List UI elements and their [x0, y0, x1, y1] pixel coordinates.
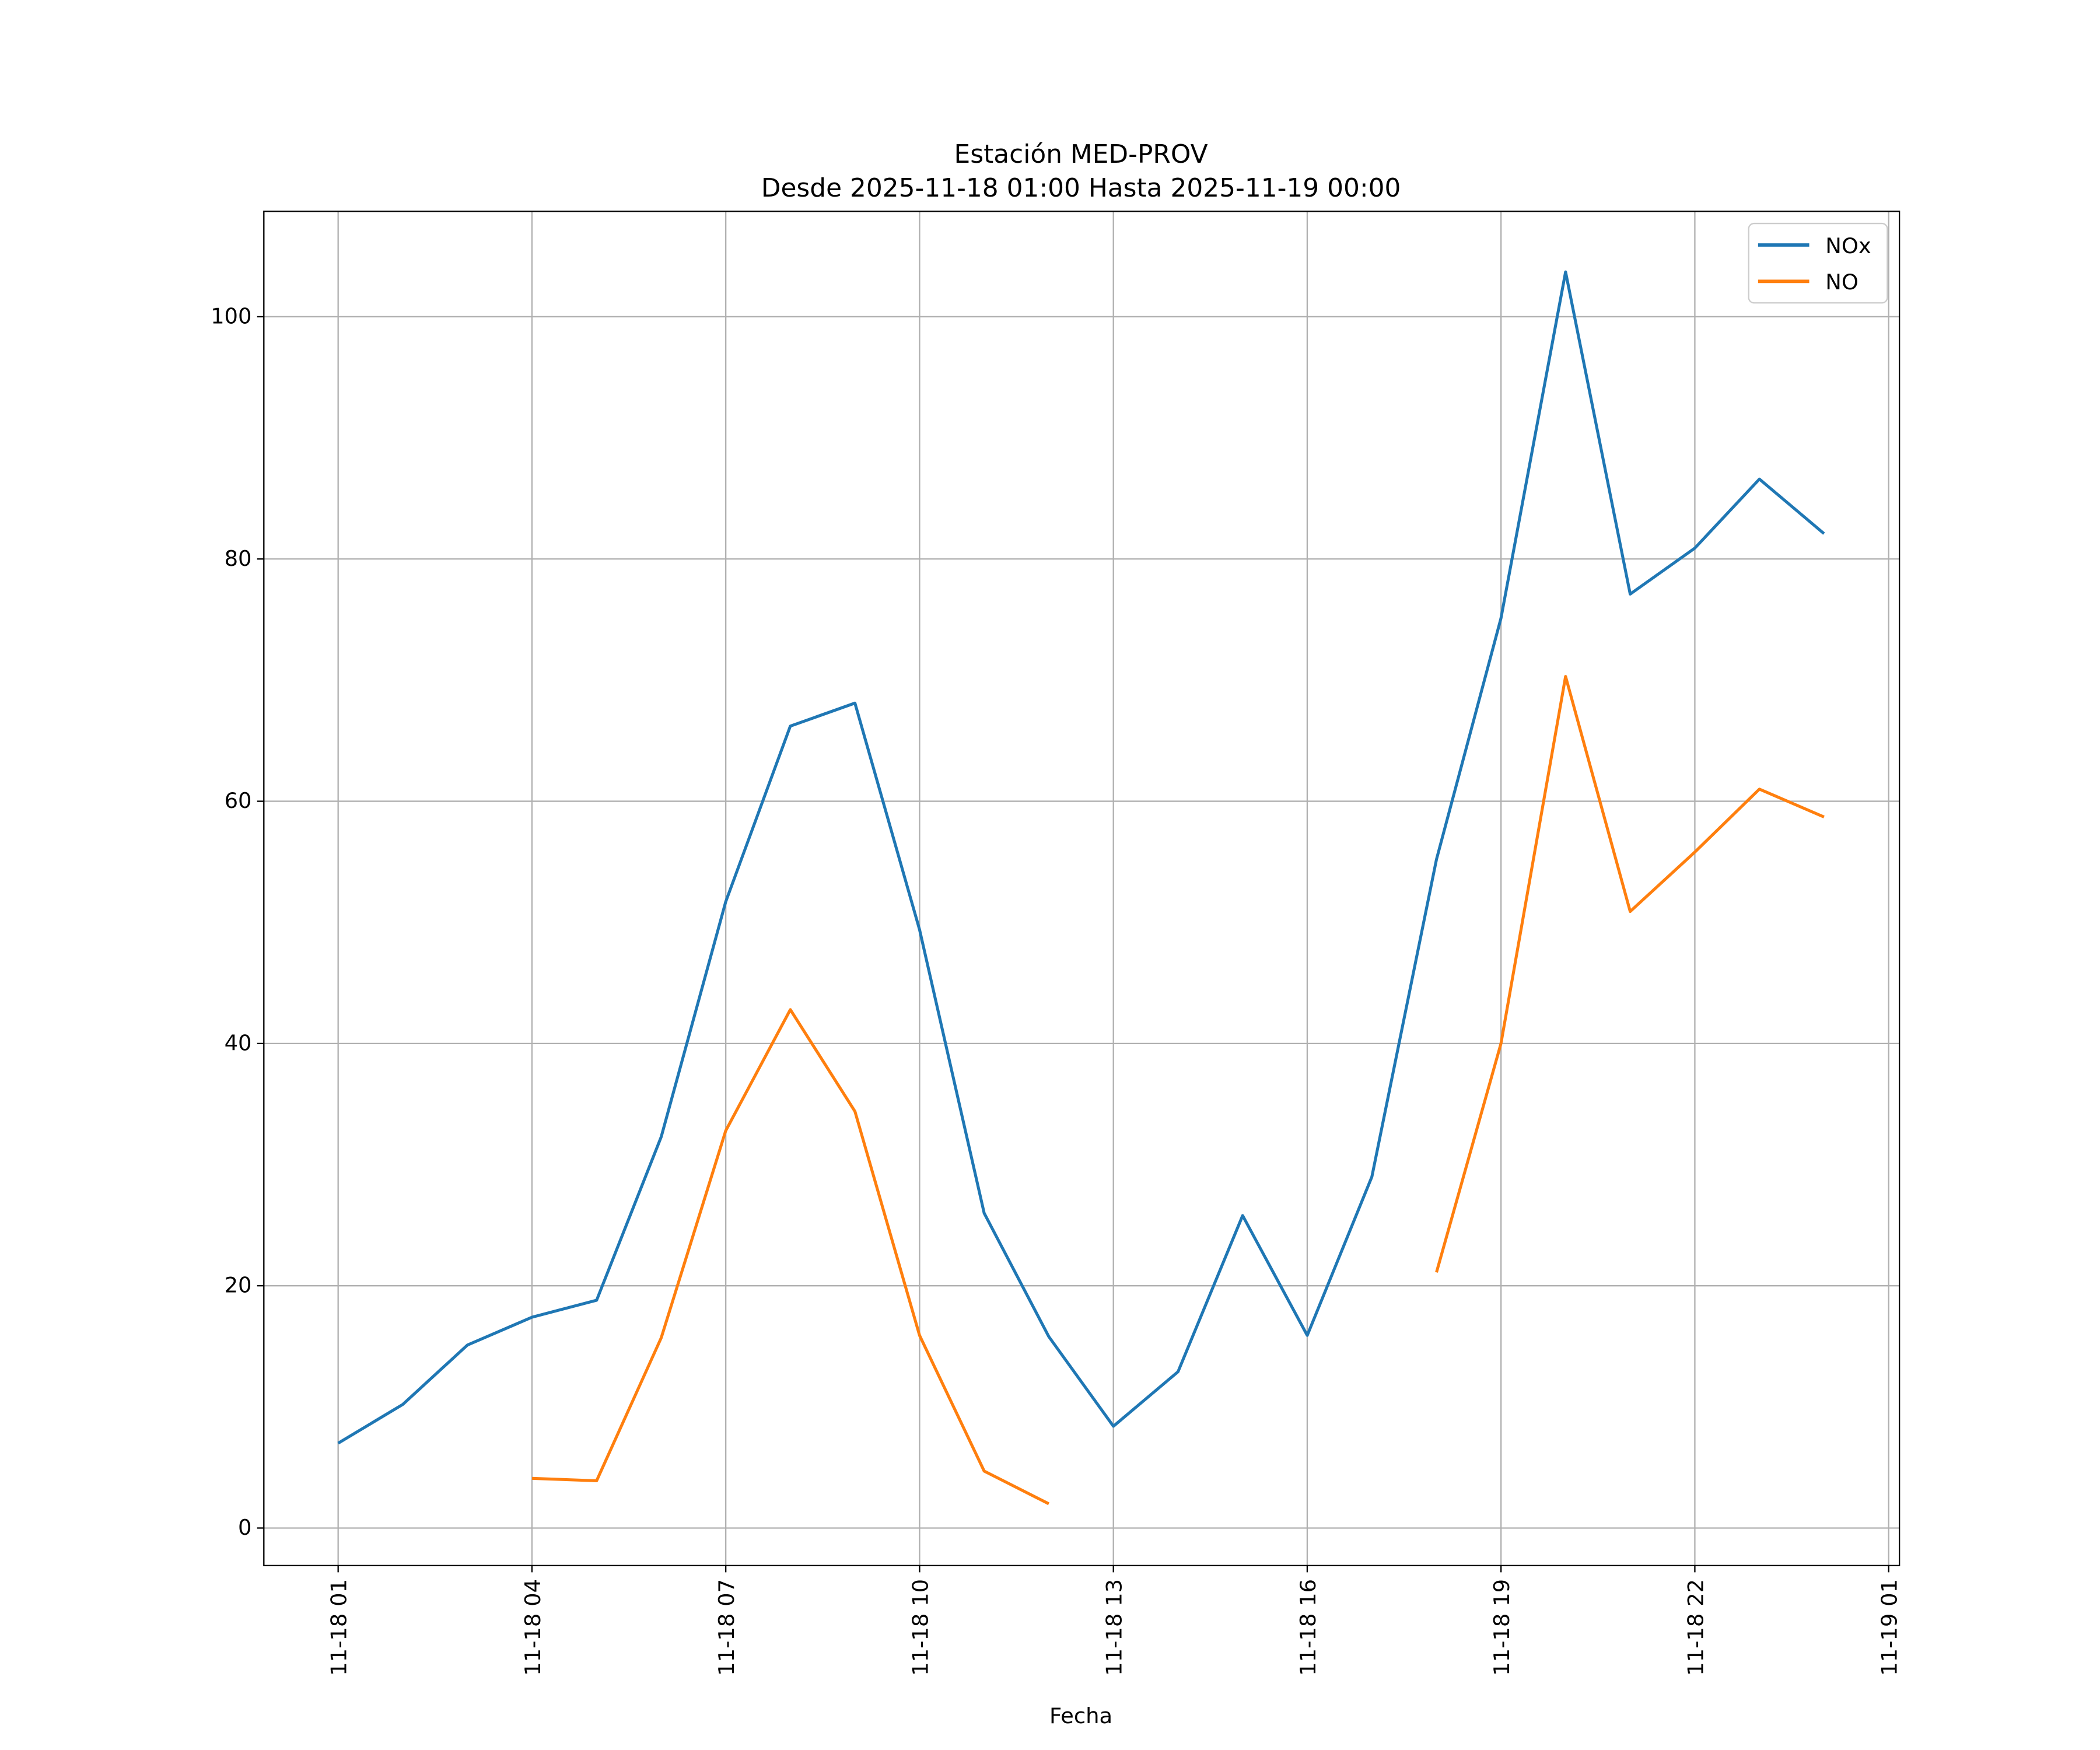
- x-tick-label: 11-18 19: [1489, 1579, 1514, 1676]
- y-tick-label: 0: [238, 1515, 251, 1540]
- chart-title: Estación MED-PROV: [954, 139, 1208, 169]
- legend-label-nox: NOx: [1825, 233, 1871, 258]
- x-tick-label: 11-18 07: [714, 1579, 739, 1676]
- series-lines: [337, 270, 1825, 1506]
- series-line-nox: [337, 270, 1825, 1445]
- y-tick-label: 60: [225, 788, 252, 813]
- y-tick-label: 80: [225, 546, 252, 571]
- plot-frame: [263, 211, 1901, 1566]
- x-tick-label: 11-19 01: [1877, 1579, 1902, 1676]
- x-tick-label: 11-18 16: [1296, 1579, 1321, 1676]
- y-tick-label: 20: [225, 1273, 252, 1298]
- chart-subtitle: Desde 2025-11-18 01:00 Hasta 2025-11-19 …: [761, 173, 1401, 203]
- x-tick-label: 11-18 10: [908, 1579, 933, 1676]
- legend-label-no: NO: [1825, 270, 1859, 295]
- series-line-no: [531, 1008, 1050, 1506]
- x-tick-label: 11-18 04: [520, 1579, 545, 1676]
- series-line-no: [1435, 675, 1825, 1273]
- legend: NOx NO: [1748, 222, 1888, 304]
- x-tick-label: 11-18 22: [1683, 1579, 1708, 1676]
- y-tick-label: 100: [211, 304, 251, 329]
- y-tick-label: 40: [225, 1030, 252, 1055]
- x-axis-label: Fecha: [1049, 1703, 1112, 1728]
- grid: [264, 211, 1900, 1566]
- ticks: 11-18 01 11-18 04 11-18 07 11-18 10 11-18 13…: [211, 304, 1902, 1676]
- x-tick-label: 11-18 13: [1102, 1579, 1127, 1676]
- x-tick-label: 11-18 01: [327, 1579, 352, 1676]
